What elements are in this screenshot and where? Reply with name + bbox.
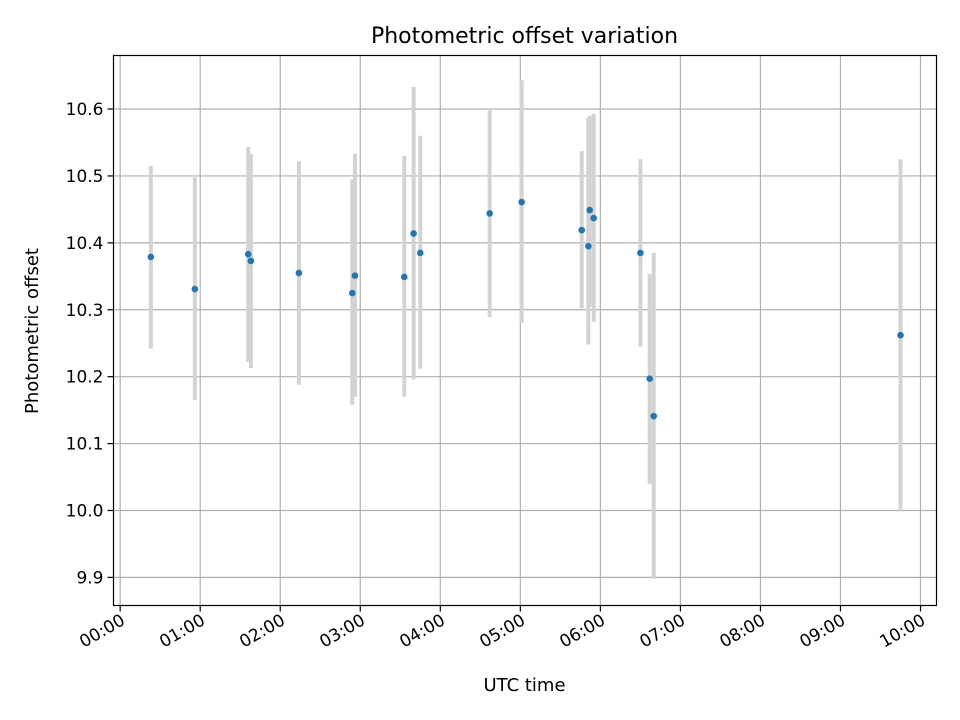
plot-frame <box>112 54 938 607</box>
x-axis: 00:00 01:00 02:00 03:00 04:00 05:00 06:00 07:00… <box>76 605 929 653</box>
y-tick-label: 10.5 <box>66 167 104 187</box>
data-point <box>416 249 424 257</box>
y-tick-label: 10.4 <box>66 234 104 254</box>
x-tick-label: 01:00 <box>156 611 208 653</box>
data-point <box>650 412 658 420</box>
data-point <box>518 198 525 206</box>
y-tick-label: 10.1 <box>66 435 104 455</box>
x-tick-label: 08:00 <box>716 611 768 653</box>
data-point <box>191 285 199 293</box>
data-point <box>400 273 408 281</box>
x-tick-label: 10:00 <box>877 611 929 653</box>
data-point <box>247 257 255 265</box>
data-point <box>578 226 585 234</box>
y-tick-label: 10.0 <box>66 501 104 521</box>
data-point <box>590 214 597 222</box>
chart-title: Photometric offset variation <box>371 24 678 49</box>
y-axis: 9.9 10.0 10.1 10.2 10.3 10.4 10.5 10.6 <box>66 100 114 588</box>
data-point <box>348 289 356 297</box>
y-tick-label: 10.2 <box>66 368 104 388</box>
grid-layer <box>113 55 937 606</box>
data-point <box>486 210 493 217</box>
x-tick-label: 05:00 <box>476 611 528 653</box>
data-point <box>586 206 593 214</box>
data-point <box>295 269 303 277</box>
x-tick-label: 09:00 <box>797 611 849 653</box>
x-tick-label: 00:00 <box>76 611 128 653</box>
x-tick-label: 06:00 <box>556 611 608 653</box>
errorbar-layer <box>148 80 903 579</box>
data-point <box>410 230 417 237</box>
point-layer <box>147 198 904 420</box>
data-point <box>585 242 592 250</box>
y-tick-label: 10.6 <box>66 100 104 120</box>
data-point <box>646 375 654 382</box>
data-point <box>897 331 904 339</box>
x-tick-label: 07:00 <box>636 611 688 653</box>
data-point <box>637 249 644 257</box>
x-tick-label: 04:00 <box>396 611 448 653</box>
y-tick-label: 10.3 <box>66 301 104 321</box>
x-axis-label: UTC time <box>483 675 565 696</box>
x-tick-label: 03:00 <box>316 611 368 653</box>
y-axis-label: Photometric offset <box>22 248 43 414</box>
data-point <box>351 272 359 279</box>
y-tick-label: 9.9 <box>76 568 103 588</box>
data-point <box>244 250 252 258</box>
x-tick-label: 02:00 <box>236 611 288 653</box>
data-point <box>147 253 155 261</box>
